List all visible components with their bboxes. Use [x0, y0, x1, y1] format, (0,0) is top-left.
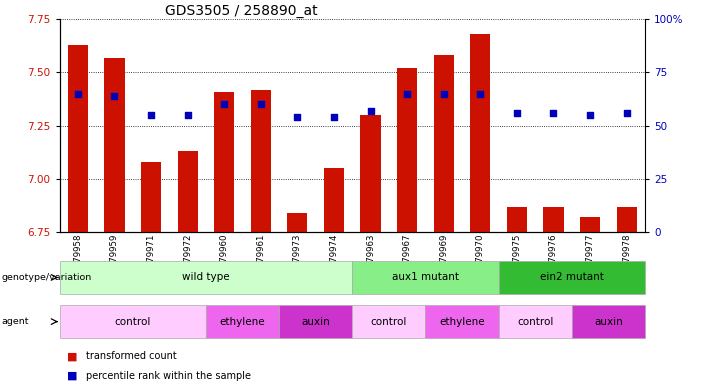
Bar — [543, 207, 564, 232]
Point — [365, 108, 376, 114]
Point — [402, 91, 413, 97]
Text: ■: ■ — [67, 371, 77, 381]
Point — [72, 91, 83, 97]
Point — [145, 112, 156, 118]
Text: percentile rank within the sample: percentile rank within the sample — [86, 371, 251, 381]
Bar — [251, 89, 271, 232]
Text: ein2 mutant: ein2 mutant — [540, 272, 604, 283]
Point — [328, 114, 339, 120]
Point — [548, 110, 559, 116]
Bar — [141, 162, 161, 232]
Point — [511, 110, 522, 116]
Bar — [470, 34, 491, 232]
Text: transformed count: transformed count — [86, 351, 177, 361]
Text: auxin: auxin — [301, 316, 330, 327]
Point — [621, 110, 632, 116]
Point — [438, 91, 449, 97]
Text: GDS3505 / 258890_at: GDS3505 / 258890_at — [165, 4, 318, 18]
Text: ethylene: ethylene — [440, 316, 485, 327]
Text: agent: agent — [1, 317, 29, 326]
Bar — [397, 68, 417, 232]
Text: auxin: auxin — [594, 316, 622, 327]
Point — [475, 91, 486, 97]
Bar — [68, 45, 88, 232]
Point — [182, 112, 193, 118]
Text: control: control — [371, 316, 407, 327]
Text: genotype/variation: genotype/variation — [1, 273, 92, 282]
Bar — [177, 151, 198, 232]
Text: control: control — [517, 316, 553, 327]
Bar — [287, 213, 308, 232]
Point — [219, 101, 230, 108]
Point — [255, 101, 266, 108]
Bar — [617, 207, 637, 232]
Text: control: control — [114, 316, 151, 327]
Point — [292, 114, 303, 120]
Point — [109, 93, 120, 99]
Bar — [104, 58, 125, 232]
Bar — [360, 115, 381, 232]
Bar — [434, 55, 454, 232]
Bar — [580, 217, 600, 232]
Bar — [507, 207, 527, 232]
Text: wild type: wild type — [182, 272, 230, 283]
Text: aux1 mutant: aux1 mutant — [392, 272, 459, 283]
Bar — [214, 92, 234, 232]
Bar — [324, 168, 344, 232]
Text: ■: ■ — [67, 351, 77, 361]
Point — [585, 112, 596, 118]
Text: ethylene: ethylene — [219, 316, 265, 327]
